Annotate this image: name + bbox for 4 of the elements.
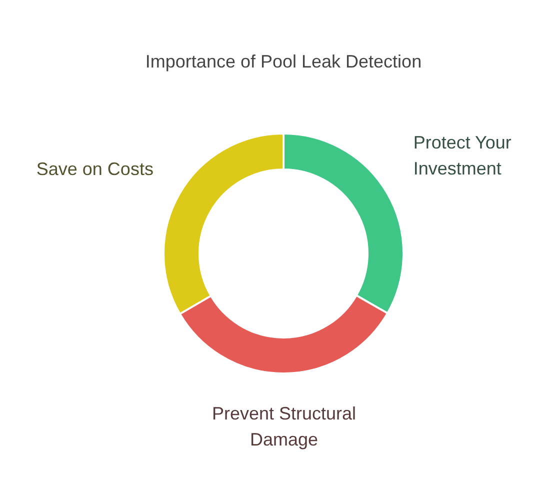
chart-title: Importance of Pool Leak Detection — [145, 52, 422, 72]
slice-label: Save on Costs — [36, 158, 154, 179]
slice-label: Prevent Structural Damage — [212, 404, 356, 450]
slice-label: Protect Your Investment — [413, 132, 512, 178]
